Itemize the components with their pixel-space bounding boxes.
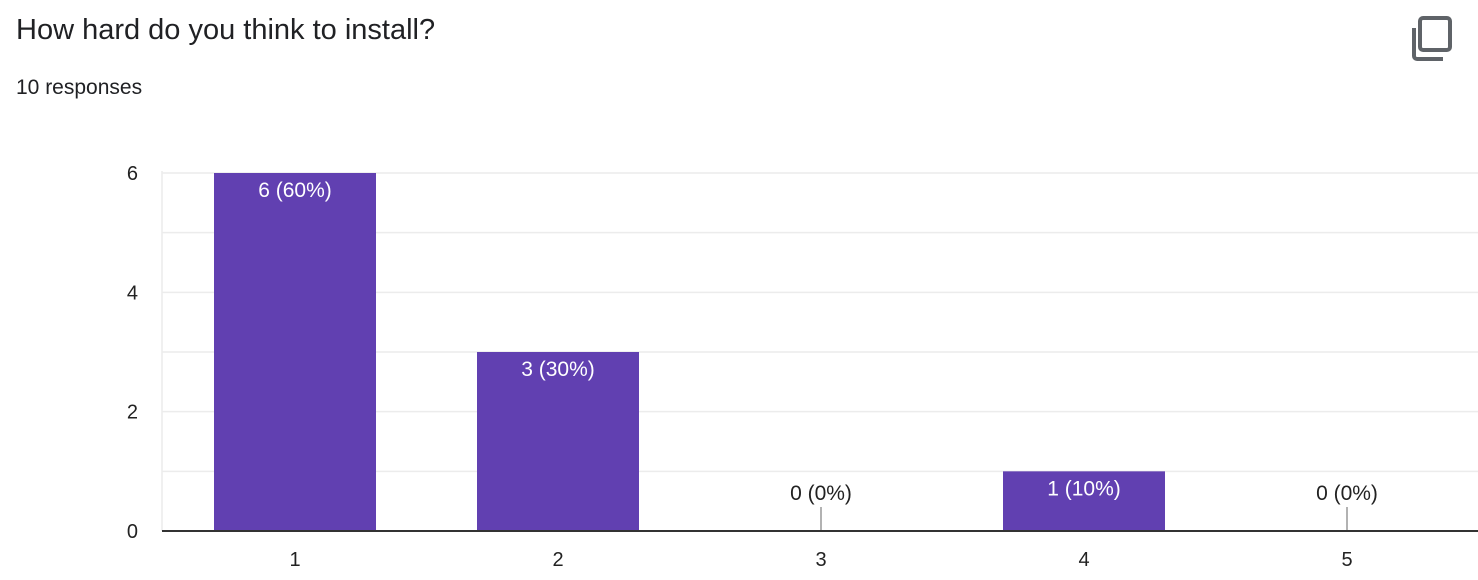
x-tick-label: 2: [552, 549, 563, 571]
y-tick-label: 0: [127, 521, 138, 543]
x-tick-label: 5: [1341, 549, 1352, 571]
copy-icon: [1412, 16, 1452, 61]
response-count: 10 responses: [16, 76, 143, 99]
chart-title: How hard do you think to install?: [16, 14, 436, 46]
data-label: 0 (0%): [1316, 482, 1378, 505]
x-tick-label: 1: [289, 549, 300, 571]
y-tick-label: 4: [127, 282, 138, 304]
data-label: 1 (10%): [1047, 477, 1121, 500]
data-label: 6 (60%): [258, 179, 332, 202]
data-label: 3 (30%): [521, 358, 595, 381]
y-tick-label: 2: [127, 402, 138, 424]
x-tick-label: 4: [1078, 549, 1089, 571]
bar: [1003, 471, 1165, 531]
data-label: 0 (0%): [790, 482, 852, 505]
bar: [477, 352, 639, 531]
copy-chart-button[interactable]: [1404, 14, 1454, 66]
bar: [214, 173, 376, 531]
x-tick-label: 3: [815, 549, 826, 571]
y-tick-label: 6: [127, 163, 138, 185]
